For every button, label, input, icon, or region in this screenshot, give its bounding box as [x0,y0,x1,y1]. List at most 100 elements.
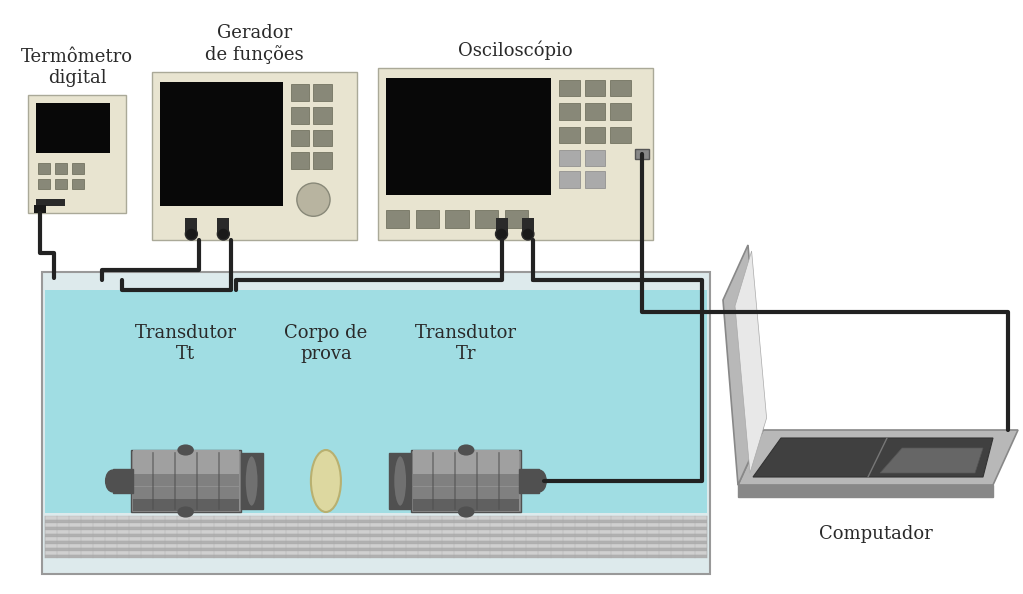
Bar [413,462,520,474]
Bar [55,179,66,189]
Polygon shape [880,448,983,473]
Bar [611,103,631,119]
Polygon shape [738,485,993,497]
Bar [133,487,238,499]
Polygon shape [723,245,763,485]
Bar [389,453,411,509]
Bar [133,474,238,486]
Bar [133,499,238,511]
Polygon shape [738,430,1018,485]
Bar [504,210,528,228]
Bar [45,520,707,523]
Bar [413,474,520,486]
Bar [131,450,240,512]
Bar [584,150,606,166]
Text: Transdutor
Tt: Transdutor Tt [135,324,236,362]
Text: Transdutor
Tr: Transdutor Tr [415,324,518,362]
Bar [413,487,520,499]
Bar [55,163,66,174]
Bar [522,218,534,234]
Text: Computador: Computador [818,525,932,543]
Bar [386,210,409,228]
Bar [45,523,707,526]
Bar [413,499,520,511]
Bar [415,210,439,228]
Ellipse shape [177,507,194,517]
Text: Osciloscópio: Osciloscópio [458,40,573,60]
Bar [584,103,606,119]
Bar [72,179,84,189]
Bar [611,127,631,143]
Polygon shape [735,251,766,473]
Bar [559,150,580,166]
Ellipse shape [458,444,475,456]
Bar [611,80,631,96]
Ellipse shape [394,456,407,507]
Bar [34,205,46,213]
Bar [495,218,507,234]
Bar [240,453,263,509]
Circle shape [217,228,229,240]
Ellipse shape [246,456,258,507]
Circle shape [522,228,534,240]
Bar [520,469,539,494]
Bar [475,210,498,228]
Bar [313,153,331,169]
Ellipse shape [311,450,341,512]
Bar [45,530,707,533]
Bar [584,171,606,188]
Bar [313,129,331,146]
Bar [635,149,649,159]
Bar [133,450,238,462]
Bar [45,533,707,537]
Text: Corpo de
prova: Corpo de prova [284,324,367,362]
Bar [45,541,707,544]
Bar [45,526,707,530]
Polygon shape [753,438,993,477]
Bar [379,68,653,240]
Ellipse shape [532,470,546,492]
Ellipse shape [458,507,475,517]
Bar [113,469,133,494]
Bar [313,84,331,101]
Circle shape [297,183,330,216]
Bar [291,84,309,101]
Bar [36,199,65,206]
Bar [45,551,707,555]
Bar [42,272,710,574]
Bar [291,153,309,169]
Ellipse shape [105,470,120,492]
Bar [45,555,707,558]
Bar [36,103,109,153]
Bar [313,107,331,124]
Bar [45,516,707,520]
Circle shape [495,228,507,240]
Bar [38,179,49,189]
Bar [45,537,707,541]
Bar [28,95,126,213]
Bar [584,80,606,96]
Bar [559,80,580,96]
Text: Gerador
de funções: Gerador de funções [206,24,304,64]
Bar [45,544,707,548]
Bar [291,107,309,124]
Bar [445,210,469,228]
Ellipse shape [177,444,194,456]
Bar [45,548,707,551]
Bar [411,450,521,512]
Bar [291,129,309,146]
Bar [559,171,580,188]
Bar [413,450,520,462]
Bar [133,462,238,474]
Bar [386,78,551,195]
Bar [152,72,357,240]
Bar [160,82,283,206]
Text: Termômetro
digital: Termômetro digital [21,48,133,87]
Bar [559,127,580,143]
Bar [559,103,580,119]
Bar [45,290,707,513]
Bar [72,163,84,174]
Bar [584,127,606,143]
Bar [185,218,197,234]
Bar [217,218,229,234]
